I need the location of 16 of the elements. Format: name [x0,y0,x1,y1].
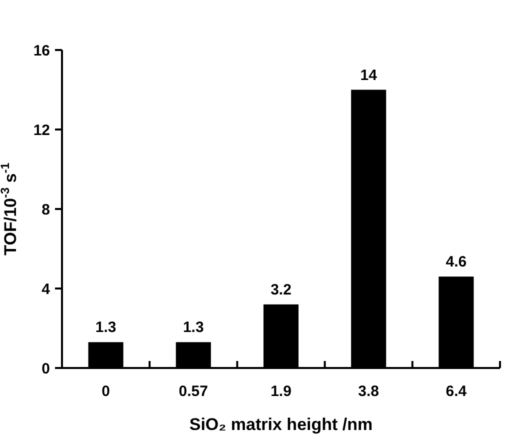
x-axis-title: SiO₂ matrix height /nm [189,415,373,434]
x-tick-label: 3.8 [358,383,380,400]
data-label: 14 [360,66,378,84]
x-tick-label: 6.4 [446,383,468,400]
x-tick-label: 0 [102,383,110,400]
y-tick-label: 16 [33,42,50,60]
data-label: 1.3 [95,319,116,336]
y-tick-label: 8 [42,201,50,218]
x-tick-label: 0.57 [178,383,208,400]
y-tick-label: 12 [33,122,50,139]
data-label: 3.2 [270,281,292,298]
data-label: 1.3 [182,319,204,336]
y-tick-label: 0 [42,360,50,378]
data-label: 4.6 [446,254,467,271]
y-tick-label: 4 [42,280,51,298]
x-tick-label: 1.9 [270,383,292,400]
